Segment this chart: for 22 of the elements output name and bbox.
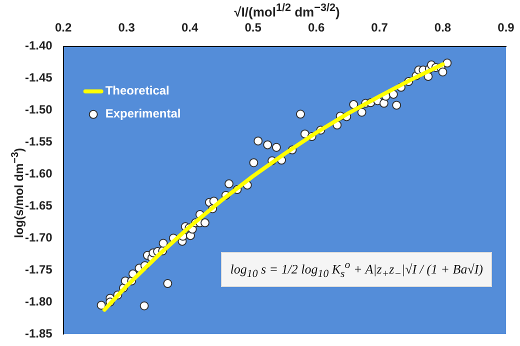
x-tick-label: 0.9 (498, 20, 515, 35)
y-tick-label: -1.45 (24, 70, 53, 85)
y-tick-label: -1.85 (24, 326, 53, 340)
x-tick-label: 0.5 (244, 20, 262, 35)
y-tick-label: -1.50 (24, 102, 53, 117)
y-tick-label: -1.60 (24, 166, 53, 181)
legend-label: Theoretical (105, 84, 170, 98)
x-tick-label: 0.4 (181, 20, 198, 35)
y-tick-label: -1.55 (24, 134, 53, 149)
x-axis-title: √I/(mol$^{1/2}$ dm$^{−3/2}$) (233, 2, 341, 20)
text: log$_{10}$ s = 1/2 log$_{10}$ K$_{s}$$^{o}$ + A|z$_{+}$z$_{−}$|√I / (1 + Ba√I) (230, 259, 483, 280)
legend-label: Experimental (105, 106, 181, 121)
y-tick-label: -1.80 (24, 294, 53, 308)
x-tick-label: 0.2 (55, 20, 72, 35)
x-tick-label: 0.7 (371, 20, 388, 35)
y-tick-label: -1.40 (24, 38, 53, 53)
y-tick-label: -1.70 (24, 230, 53, 244)
y-tick-label: -1.75 (24, 262, 53, 276)
x-tick-label: 0.6 (308, 20, 325, 35)
y-tick-label: -1.65 (24, 198, 53, 212)
x-tick-label: 0.8 (434, 20, 452, 35)
x-tick-label: 0.3 (118, 20, 136, 35)
